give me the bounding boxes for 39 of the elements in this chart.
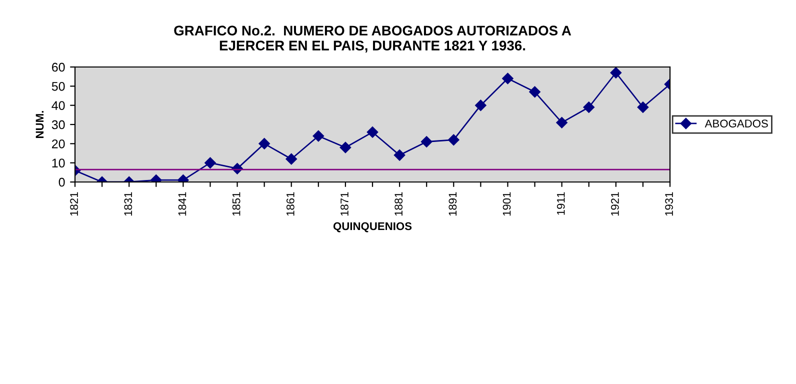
point <box>340 142 352 154</box>
x-tick-label: 1911 <box>556 192 565 215</box>
point <box>448 134 460 146</box>
y-tick-label: 50 <box>52 82 65 91</box>
point <box>258 138 270 150</box>
point <box>502 72 514 84</box>
x-axis-title: QUINQUENIOS <box>333 222 412 232</box>
x-tick-label: 1841 <box>178 192 186 216</box>
chart-title: GRAFICO No.2. NUMERO DE ABOGADOS AUTORIZADOS A EJERCER EN EL PAIS, DURANTE 1821 Y 1936. <box>174 26 572 52</box>
x-tick-label: 1881 <box>394 192 403 216</box>
point <box>394 150 406 161</box>
x-tick-label: 1851 <box>232 192 240 216</box>
x-tick-label: 1831 <box>124 192 132 216</box>
y-tick-label: 0 <box>58 178 65 187</box>
point <box>556 116 568 128</box>
point <box>420 136 432 148</box>
point <box>286 153 297 165</box>
x-tick-label: 1931 <box>665 192 673 216</box>
legend-label: ABOGADOS <box>704 120 768 128</box>
y-tick-label: 30 <box>52 120 65 130</box>
y-tick-label: 60 <box>52 62 65 72</box>
point <box>475 100 486 111</box>
y-tick-label: 10 <box>52 158 65 168</box>
point <box>583 102 594 113</box>
point <box>204 157 216 168</box>
point <box>610 67 622 78</box>
y-axis-title: NUM. <box>36 111 44 138</box>
x-tick-label: 1821 <box>70 192 78 216</box>
y-tick-label: 20 <box>52 139 65 148</box>
x-tick-label: 1891 <box>448 192 457 216</box>
y-tick-label: 40 <box>52 101 65 110</box>
point <box>366 126 378 138</box>
point <box>312 130 324 142</box>
x-tick-label: 1861 <box>286 192 294 216</box>
x-tick-label: 1921 <box>611 192 619 216</box>
x-tick-label: 1871 <box>340 192 348 216</box>
point <box>637 102 649 113</box>
x-tick-label: 1901 <box>502 192 511 216</box>
point <box>529 86 540 98</box>
